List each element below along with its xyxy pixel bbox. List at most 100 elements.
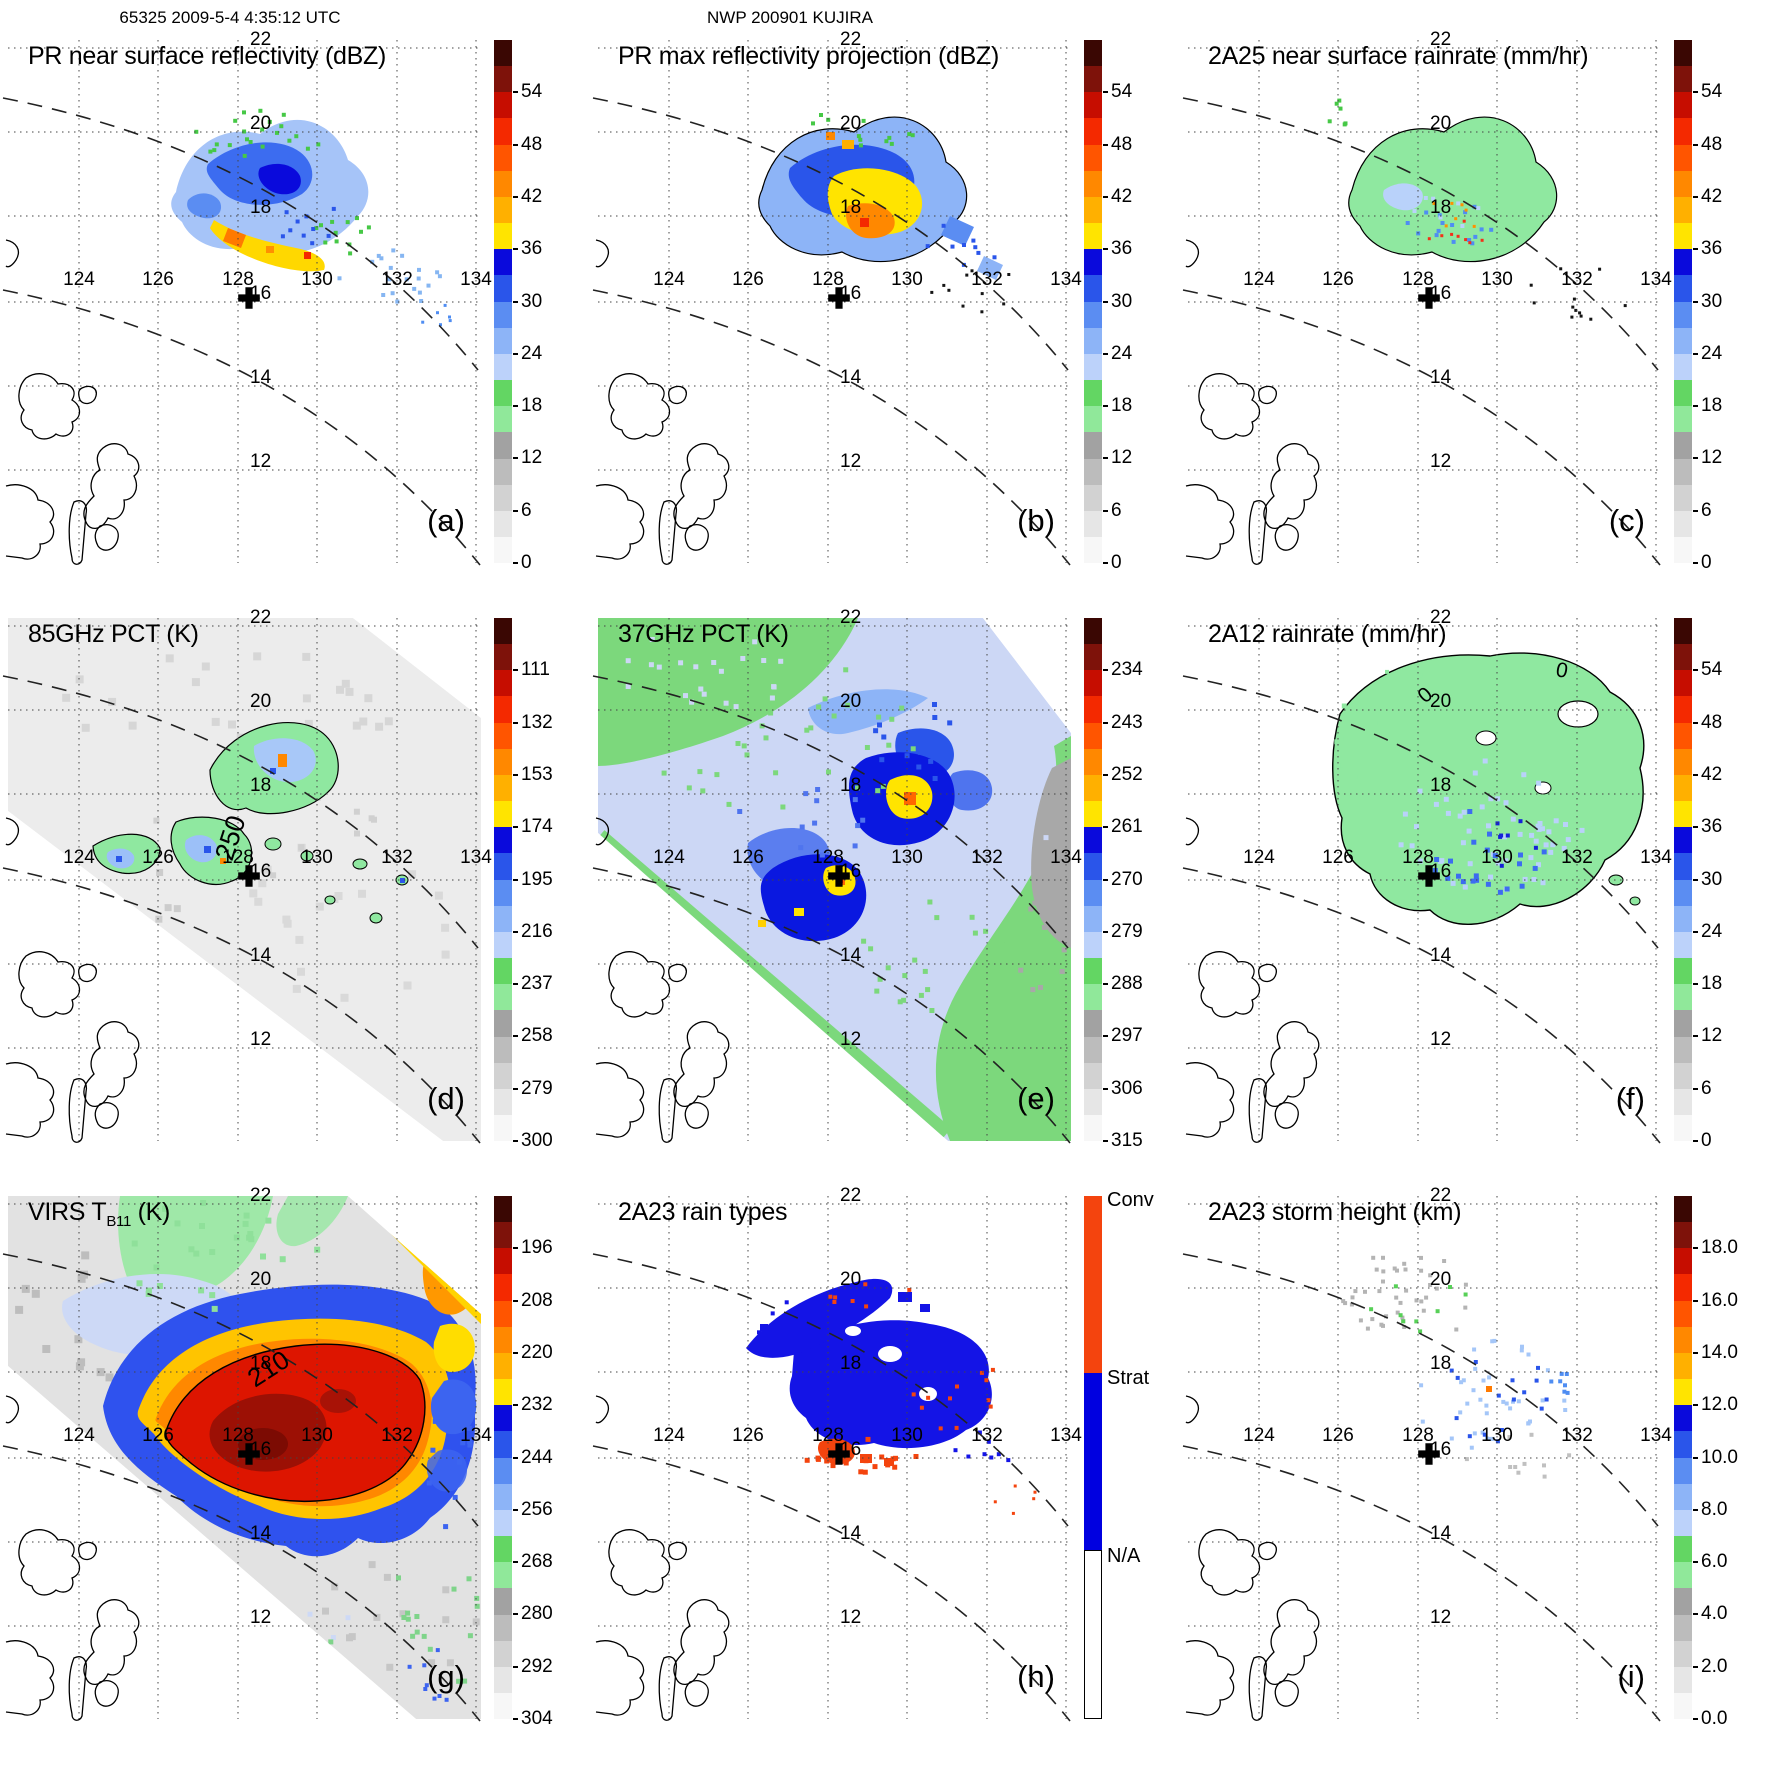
lat-grid-label: 12: [1430, 451, 1451, 472]
colorbar-segment: [1674, 879, 1692, 906]
lat-grid-label: 18: [1430, 775, 1451, 796]
lon-grid-label: 132: [381, 269, 413, 290]
colorbar-c: 54 48 42 36 30 24 18 12 6 0: [1674, 40, 1770, 573]
lon-grid-label: 132: [971, 847, 1003, 868]
colorbar-segment: [1674, 853, 1692, 880]
colorbar-i: 18.0 16.0 14.0 12.0 10.0 8.0 6.0 4.0 2.0 0.0: [1674, 1196, 1770, 1729]
colorbar-segment: [494, 722, 512, 749]
lon-grid-label: 132: [1561, 847, 1593, 868]
colorbar-segment: [1084, 40, 1102, 67]
colorbar-segment: [1674, 170, 1692, 197]
colorbar-tick-label: 12: [1692, 447, 1723, 469]
colorbar-segment: [1084, 1373, 1102, 1551]
colorbar-tick-label: 256: [513, 1498, 553, 1520]
colorbar-segment: [1084, 1088, 1102, 1115]
colorbar-segment: [494, 1666, 512, 1693]
lat-grid-label: 12: [840, 1029, 861, 1050]
lat-grid-label: 22: [250, 607, 271, 628]
panel-letter: (c): [1608, 503, 1645, 538]
colorbar-tick-label: 36: [1692, 238, 1723, 260]
panel-letter: (g): [427, 1659, 465, 1694]
lon-grid-label: 124: [653, 847, 685, 868]
lat-grid-label: 20: [840, 113, 861, 134]
colorbar-tick-label: 220: [513, 1341, 553, 1363]
colorbar-tick-label: 4.0: [1692, 1603, 1728, 1625]
colorbar-tick-label: 42: [1692, 763, 1723, 785]
colorbar-segment: [1084, 670, 1102, 697]
colorbar-segment: [1674, 223, 1692, 250]
colorbar-segment: [1674, 458, 1692, 485]
lat-grid-label: 16: [840, 861, 861, 882]
lon-grid-label: 130: [301, 1425, 333, 1446]
lat-grid-label: 20: [840, 691, 861, 712]
rain-type-data: [746, 1278, 1037, 1515]
colorbar-segment: [494, 1692, 512, 1720]
panel-title: 2A25 near surface rainrate (mm/hr): [1208, 42, 1589, 70]
colorbar-segment: [1084, 1010, 1102, 1037]
lat-grid-label: 14: [250, 1523, 272, 1544]
lon-grid-label: 128: [812, 269, 844, 290]
colorbar-tick-label: 292: [513, 1655, 553, 1677]
colorbar-segment: [1674, 510, 1692, 537]
lon-grid-label: 128: [812, 1425, 844, 1446]
colorbar-segment: [494, 301, 512, 328]
lat-grid-label: 12: [250, 1029, 271, 1050]
colorbar-segment: [1674, 118, 1692, 145]
lon-grid-label: 126: [732, 847, 764, 868]
colorbar-segment: [1674, 1088, 1692, 1115]
colorbar-segment: [1674, 696, 1692, 723]
map-canvas-h: 124 126 128 130 132 134 22 20 18 16 14 12: [592, 1185, 1082, 1722]
colorbar-segment: [1674, 1300, 1692, 1327]
colorbar-segment: [1084, 696, 1102, 723]
colorbar-tick-label: 0: [1693, 552, 1712, 573]
lon-grid-label: 126: [1322, 269, 1354, 290]
lon-grid-label: 126: [142, 847, 174, 868]
lat-grid-label: 14: [1430, 945, 1452, 966]
colorbar-tick-label: 297: [1103, 1025, 1143, 1047]
colorbar-segment: [494, 644, 512, 671]
colorbar-segment: [494, 327, 512, 354]
colorbar-tick-label: 36: [1692, 816, 1723, 838]
colorbar-segment: [494, 275, 512, 302]
lon-grid-label: 132: [381, 1425, 413, 1446]
colorbar-segment: [1084, 380, 1102, 407]
lat-grid-label: 20: [1430, 691, 1451, 712]
colorbar-tick-label: 196: [513, 1237, 553, 1259]
colorbar-tick-label: 2.0: [1692, 1655, 1728, 1677]
colorbar-segment: [1674, 905, 1692, 932]
colorbar-tick-label: 243: [1103, 711, 1143, 733]
colorbar-segment: [1674, 1222, 1692, 1249]
radar-swath-data: [171, 108, 452, 327]
colorbar-segment: [1084, 536, 1102, 564]
colorbar-tick-label: 48: [1102, 133, 1133, 155]
lon-grid-label: 126: [1322, 847, 1354, 868]
colorbar-segment: [494, 223, 512, 250]
colorbar-segment: [1674, 1326, 1692, 1353]
map-plot-a: 124 126 128 130 132 134 22 20 18 16 14 12 PR near s…: [2, 29, 492, 566]
colorbar-segment: [494, 484, 512, 511]
lat-grid-label: 22: [840, 1185, 861, 1206]
colorbar-segment: [494, 196, 512, 224]
lon-grid-label: 132: [971, 1425, 1003, 1446]
lat-grid-label: 16: [1430, 283, 1451, 304]
colorbar-segment: [494, 1088, 512, 1115]
lat-grid-label: 18: [840, 197, 861, 218]
colorbar-segment: [494, 1431, 512, 1458]
colorbar-tick-label: 0.0: [1692, 1708, 1728, 1729]
colorbar-category-label: Strat: [1107, 1366, 1150, 1389]
colorbar-segment: [494, 696, 512, 723]
colorbar-segment: [1674, 432, 1692, 459]
lon-grid-label: 130: [301, 847, 333, 868]
colorbar-tick-label: 252: [1103, 763, 1143, 785]
colorbar-segment: [494, 879, 512, 906]
lat-grid-label: 16: [840, 1439, 861, 1460]
colorbar-segment: [494, 249, 512, 276]
colorbar-segment: [1674, 774, 1692, 802]
colorbar-segment: [494, 92, 512, 119]
colorbar-segment: [494, 1222, 512, 1249]
colorbar-tick-label: 279: [513, 1077, 553, 1099]
panel-letter: (e): [1017, 1081, 1055, 1116]
panel-d: 250 124 126 128 130 132 134 22 20 18 16 14 12 85GHz…: [0, 607, 590, 1186]
lat-grid-label: 20: [1430, 113, 1451, 134]
colorbar-segment: [1674, 1588, 1692, 1615]
